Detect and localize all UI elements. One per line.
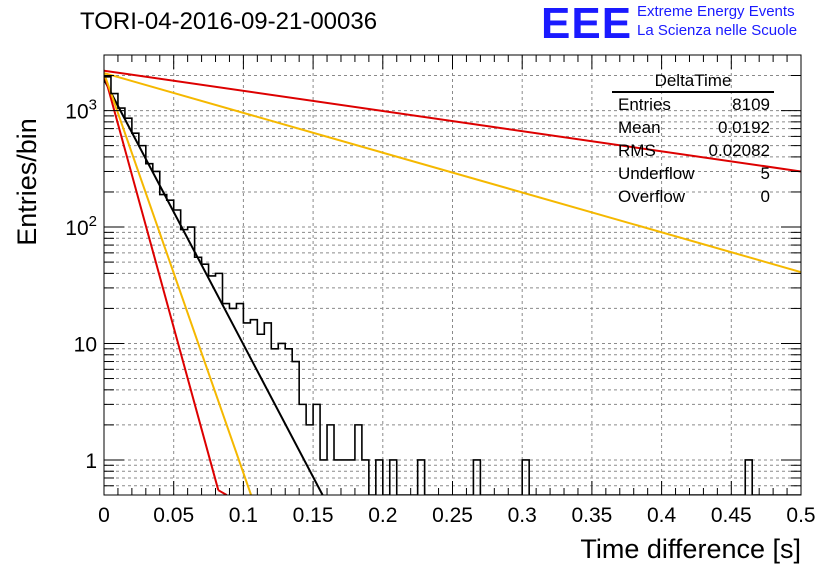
histogram-bin: [271, 349, 278, 495]
x-tick-labels: 0 0.05 0.1 0.15 0.2 0.25 0.3 0.35 0.4 0.45 0.5: [98, 504, 815, 527]
x-tick-label: 0.3: [508, 504, 537, 527]
histogram-bin: [299, 404, 306, 495]
histogram-outline: [104, 75, 801, 495]
y-tick-labels: 1 10 102 103: [65, 97, 97, 473]
x-axis-label: Time difference [s]: [580, 534, 801, 564]
histogram-bin: [285, 349, 292, 495]
stats-row-mean: Mean 0.0192: [610, 116, 780, 139]
stats-row-underflow: Underflow 5: [610, 162, 780, 185]
y-tick-exponent: 2: [89, 213, 97, 230]
stats-value: 5: [760, 164, 770, 183]
histogram-bin: [216, 273, 223, 495]
x-tick-label: 0.2: [368, 504, 397, 527]
y-tick-label: 1: [85, 450, 97, 473]
x-tick-label: 0.4: [647, 504, 677, 527]
fit-line-yellow: [104, 72, 801, 274]
run-title: TORI-04-2016-09-21-00036: [80, 8, 378, 35]
stats-label: Underflow: [618, 164, 695, 183]
stats-box: DeltaTime Entries 8109 Mean 0.0192 RMS 0…: [610, 70, 780, 208]
fit-line-black: [104, 78, 324, 495]
fit-line-red: [104, 69, 801, 173]
histogram-bin: [195, 257, 202, 495]
fit-line-red: [217, 489, 228, 495]
histogram-bin: [250, 320, 257, 495]
histogram-bin: [104, 77, 111, 495]
stats-value: 0.0192: [718, 118, 770, 137]
eee-logo: EEE: [541, 0, 633, 48]
histogram-bin: [313, 404, 320, 495]
x-tick-label: 0.05: [153, 504, 194, 527]
stats-label: Mean: [618, 118, 661, 137]
histogram-bin: [292, 362, 299, 495]
histogram-bin: [118, 108, 125, 495]
axis-ticks: [103, 54, 802, 496]
y-tick-exponent: 3: [89, 97, 97, 114]
x-tick-label: 0.15: [293, 504, 334, 527]
org-name-line1: Extreme Energy Events: [637, 3, 795, 20]
fit-line-red: [104, 72, 220, 491]
histogram-bin: [139, 146, 146, 495]
histogram-bin: [167, 200, 174, 495]
y-tick-label: 103: [65, 97, 97, 124]
stats-row-entries: Entries 8109: [610, 93, 780, 116]
stats-value: 0.02082: [708, 141, 770, 160]
fit-line-yellow: [104, 72, 253, 495]
histogram-bin: [111, 94, 118, 495]
stats-value: 8109: [732, 95, 770, 114]
stats-value: 0: [760, 187, 770, 206]
stats-label: Entries: [618, 95, 671, 114]
x-tick-label: 0.1: [229, 504, 258, 527]
x-tick-label: 0: [98, 504, 110, 527]
histogram-bin: [188, 227, 195, 495]
histogram-bin: [160, 195, 167, 495]
x-tick-label: 0.5: [786, 504, 815, 527]
histogram-bin: [229, 308, 236, 495]
x-tick-label: 0.25: [432, 504, 473, 527]
histogram-bins: [104, 75, 801, 495]
histogram-bin: [146, 164, 153, 495]
org-name-line2: La Scienza nelle Scuole: [637, 22, 798, 39]
y-axis-label: Entries/bin: [12, 118, 42, 246]
histogram-bin: [222, 304, 229, 495]
stats-title: DeltaTime: [612, 70, 774, 93]
stats-row-rms: RMS 0.02082: [610, 139, 780, 162]
y-tick-label: 102: [65, 213, 97, 240]
stats-row-overflow: Overflow 0: [610, 185, 780, 208]
fit-curves: [104, 69, 801, 495]
grid: [103, 54, 802, 496]
x-tick-label: 0.35: [571, 504, 612, 527]
stats-label: RMS: [618, 141, 656, 160]
x-tick-label: 0.45: [711, 504, 752, 527]
stats-label: Overflow: [618, 187, 686, 206]
y-tick-label: 10: [74, 333, 97, 356]
